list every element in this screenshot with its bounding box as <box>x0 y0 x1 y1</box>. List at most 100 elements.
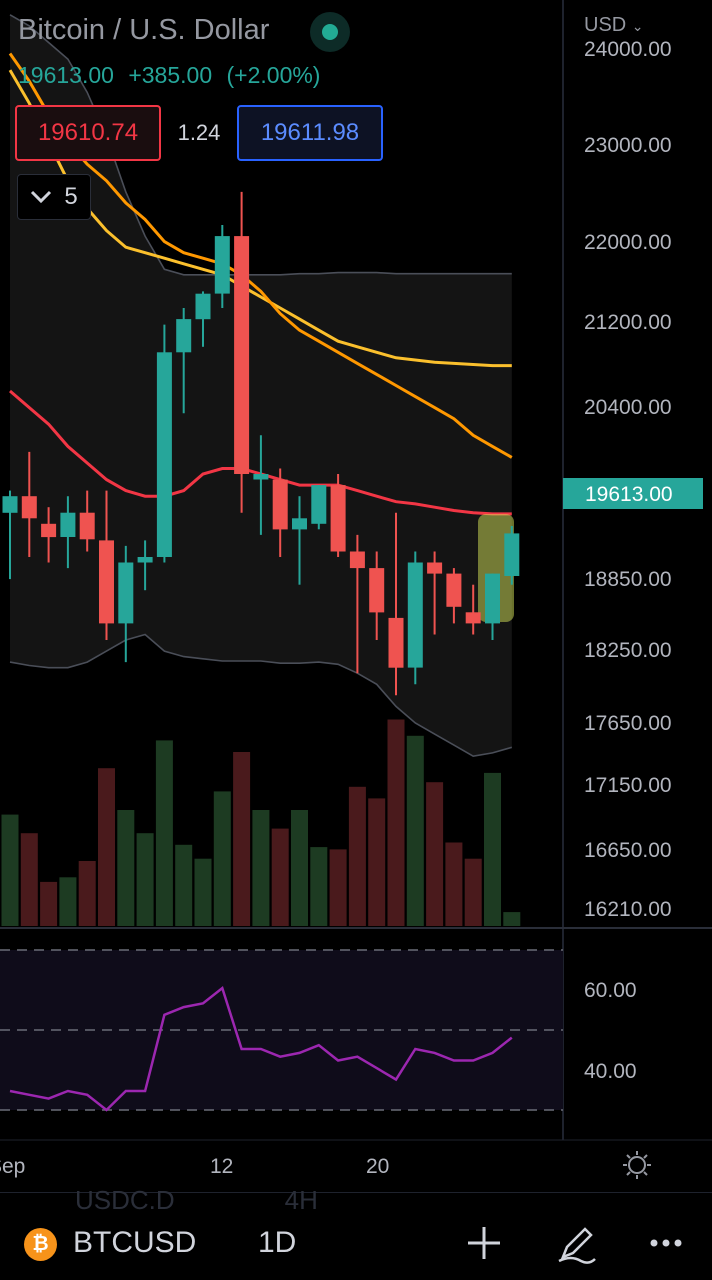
rsi-line <box>9 986 513 1112</box>
candle-body <box>234 236 250 474</box>
time-tick-label: 12 <box>210 1155 233 1178</box>
buy-button[interactable]: 19611.98 <box>237 105 383 161</box>
price-tick-label: 18250.00 <box>584 639 672 662</box>
candle-body <box>349 551 365 569</box>
volume-bar <box>484 772 501 926</box>
indicators-toggle-button[interactable]: 5 <box>17 174 91 220</box>
bottom-toolbar: USDC.D 4H ₿ BTCUSD 1D <box>0 1185 712 1280</box>
candle-body <box>330 485 346 552</box>
price-tick-label: 17150.00 <box>584 774 672 797</box>
price-tick-label: 21200.00 <box>584 311 672 334</box>
candle-body <box>407 562 423 668</box>
volume-bar <box>175 844 193 926</box>
candle-body <box>176 319 192 353</box>
candle-body <box>311 485 327 524</box>
background-list-symbol: USDC.D 4H <box>75 1185 318 1215</box>
candle-body <box>156 352 172 557</box>
candle <box>137 540 153 591</box>
ma-orange-line <box>8 52 513 459</box>
candle-body <box>427 562 443 574</box>
time-tick-label: Sep <box>0 1155 25 1178</box>
volume-bar <box>426 782 444 926</box>
volume-bar <box>213 791 231 926</box>
candlestick-series <box>2 191 520 696</box>
chart-settings-gear-icon[interactable] <box>623 1151 651 1179</box>
candle <box>388 512 404 696</box>
current-price-badge <box>563 478 703 509</box>
price-tick-label: 24000.00 <box>584 38 672 61</box>
volume-bar <box>1 814 19 926</box>
candle-body <box>485 573 500 624</box>
candle-body <box>79 512 95 540</box>
price-tick-label: 22000.00 <box>584 231 672 254</box>
candle <box>272 468 288 557</box>
volume-bar <box>329 849 347 926</box>
volume-bar <box>310 847 328 926</box>
candle-body <box>2 496 18 513</box>
volume-bar <box>291 810 308 926</box>
volume-bar <box>98 768 115 926</box>
rsi-tick-label: 40.00 <box>584 1060 637 1083</box>
candle <box>79 490 95 552</box>
candle-body <box>60 512 76 537</box>
candle-body <box>253 474 269 480</box>
price-tick-label: 16210.00 <box>584 898 672 921</box>
candle <box>41 507 57 563</box>
sell-button[interactable]: 19610.74 <box>15 105 161 161</box>
candle <box>349 534 365 674</box>
rsi-tick-label: 60.00 <box>584 979 637 1002</box>
candle-body <box>21 496 37 519</box>
candle-body <box>214 236 230 294</box>
candle <box>504 526 520 585</box>
price-tick-label: 23000.00 <box>584 134 672 157</box>
volume-bar <box>252 810 270 926</box>
last-price: 19613.00 <box>18 62 114 88</box>
symbol-title[interactable]: Bitcoin / U.S. Dollar <box>18 14 270 46</box>
chart-area[interactable]: 24000.00 23000.00 22000.00 21200.00 2040… <box>0 0 712 1192</box>
pen-icon[interactable] <box>555 1221 599 1265</box>
candle-body <box>137 557 153 563</box>
market-open-indicator-icon[interactable] <box>310 12 350 52</box>
volume-bar <box>348 786 366 926</box>
candle <box>253 435 269 535</box>
price-tick-label: 20400.00 <box>584 396 672 419</box>
volume-bar <box>464 858 482 926</box>
candle <box>21 451 37 557</box>
candle <box>311 485 327 530</box>
time-tick-label: 20 <box>366 1155 389 1178</box>
candle <box>156 324 172 563</box>
volume-bar <box>503 912 521 926</box>
volume-bar <box>368 798 386 926</box>
volume-bar <box>78 861 96 926</box>
volume-bar <box>271 828 289 926</box>
candle <box>176 308 192 414</box>
volume-bar <box>40 881 58 926</box>
quote-line: 19613.00 +385.00 (+2.00%) <box>18 62 328 89</box>
candle <box>369 551 385 640</box>
candle-body <box>292 518 307 530</box>
candle-body <box>388 617 404 668</box>
volume-bar <box>117 810 135 926</box>
spread-value: 1.24 <box>177 120 221 145</box>
price-tick-label: 16650.00 <box>584 839 672 862</box>
chevron-down-icon: ⌄ <box>631 18 644 34</box>
currency-selector[interactable]: USD ⌄ <box>584 14 644 37</box>
more-icon[interactable] <box>646 1221 690 1265</box>
volume-bar <box>155 740 173 926</box>
symbol-selector[interactable]: BTCUSD <box>73 1226 197 1259</box>
volume-bar <box>59 877 77 926</box>
candle <box>407 551 423 685</box>
price-change-percent: (+2.00%) <box>226 62 321 88</box>
candle <box>465 584 481 635</box>
chevron-down-icon <box>31 190 52 204</box>
volume-bar <box>136 833 154 926</box>
candle <box>427 551 443 635</box>
candle <box>234 191 250 513</box>
candle <box>292 496 307 585</box>
price-axis[interactable]: 24000.00 23000.00 22000.00 21200.00 2040… <box>584 38 672 921</box>
candle-body <box>446 573 462 607</box>
interval-selector[interactable]: 1D <box>258 1226 297 1259</box>
plus-icon[interactable] <box>462 1221 506 1265</box>
candle <box>446 568 462 624</box>
